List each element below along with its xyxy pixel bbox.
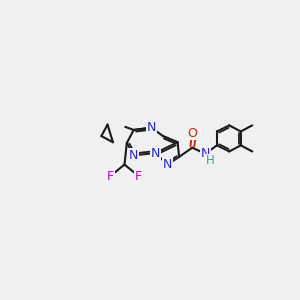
Text: N: N [147, 121, 156, 134]
Text: N: N [163, 158, 172, 171]
Text: N: N [129, 149, 138, 162]
Text: F: F [107, 170, 114, 183]
Text: H: H [206, 154, 215, 167]
Text: N: N [201, 147, 210, 160]
Text: O: O [187, 127, 197, 140]
Text: N: N [151, 146, 160, 160]
Text: F: F [135, 170, 142, 183]
